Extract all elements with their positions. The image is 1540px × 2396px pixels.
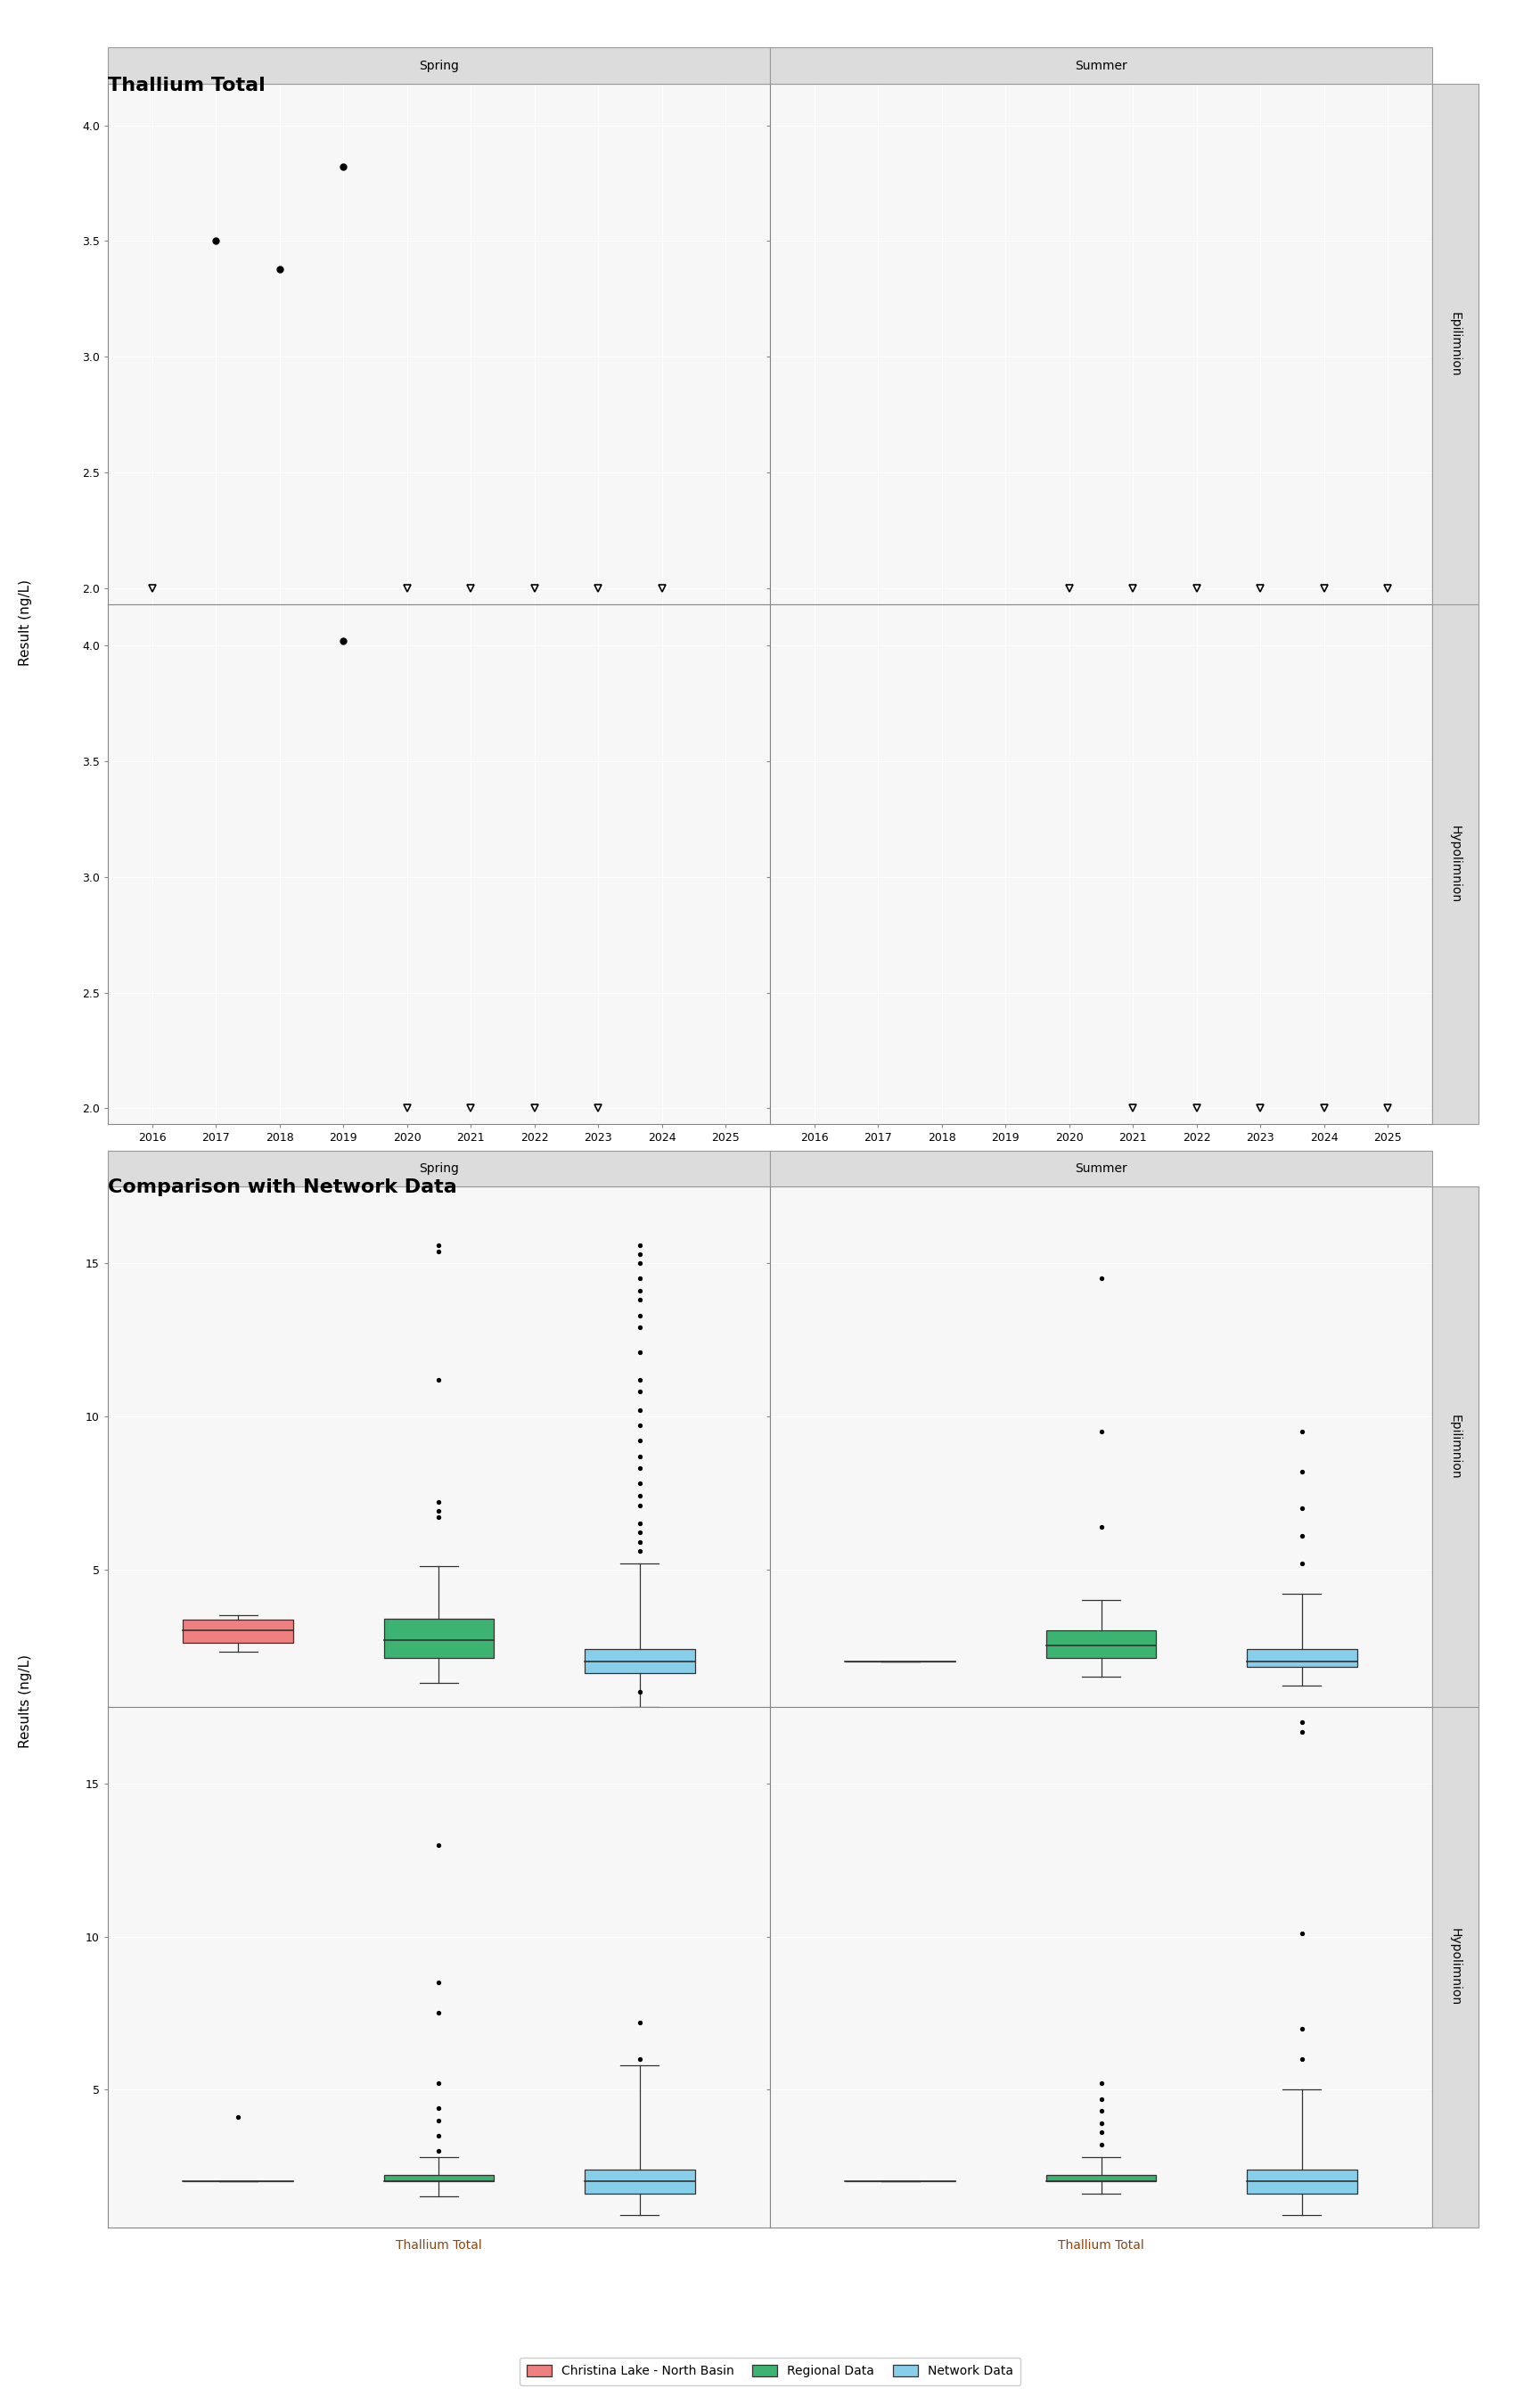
Bar xyxy=(1046,2176,1157,2180)
Bar xyxy=(1246,2168,1357,2195)
Text: Summer: Summer xyxy=(1075,1162,1127,1174)
Text: Epilimnion: Epilimnion xyxy=(1449,1414,1461,1478)
Text: Comparison with Network Data: Comparison with Network Data xyxy=(108,1179,457,1196)
X-axis label: Thallium Total: Thallium Total xyxy=(1058,2240,1144,2252)
Bar xyxy=(1046,1632,1157,1658)
Text: Spring: Spring xyxy=(419,60,459,72)
Bar xyxy=(770,48,1432,84)
Legend: Christina Lake - North Basin, Regional Data, Network Data: Christina Lake - North Basin, Regional D… xyxy=(519,2358,1021,2384)
Bar xyxy=(108,1150,770,1186)
Text: Result (ng/L): Result (ng/L) xyxy=(18,580,32,666)
Text: Epilimnion: Epilimnion xyxy=(1449,311,1461,376)
Text: Hypolimnion: Hypolimnion xyxy=(1449,1929,1461,2005)
Bar xyxy=(1432,1706,1478,2228)
Text: Spring: Spring xyxy=(419,1162,459,1174)
Bar xyxy=(1432,1186,1478,1706)
Bar xyxy=(1432,604,1478,1124)
Text: Summer: Summer xyxy=(1075,60,1127,72)
Bar xyxy=(108,48,770,84)
Bar xyxy=(1432,84,1478,604)
Bar xyxy=(383,2176,494,2180)
Bar xyxy=(183,1620,294,1644)
Bar xyxy=(1246,1648,1357,1668)
Bar xyxy=(584,2168,695,2195)
Bar xyxy=(770,1150,1432,1186)
Text: Results (ng/L): Results (ng/L) xyxy=(18,1653,32,1749)
Bar xyxy=(383,1617,494,1658)
X-axis label: Thallium Total: Thallium Total xyxy=(396,2240,482,2252)
Text: Thallium Total: Thallium Total xyxy=(108,77,265,93)
Bar xyxy=(584,1648,695,1672)
Text: Hypolimnion: Hypolimnion xyxy=(1449,824,1461,903)
